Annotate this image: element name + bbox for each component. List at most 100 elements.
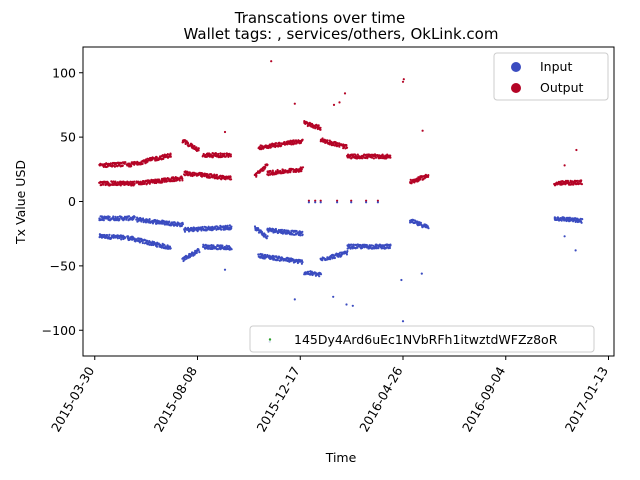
output-point: [328, 139, 331, 142]
output-point: [389, 156, 392, 159]
y-axis-label: Tx Value USD: [13, 160, 28, 245]
output-point: [293, 102, 296, 105]
output-point: [317, 124, 320, 127]
input-point: [333, 256, 336, 260]
output-point: [197, 149, 200, 152]
output-point: [271, 169, 274, 172]
input-point: [102, 219, 105, 222]
input-point: [360, 246, 364, 250]
output-point: [229, 153, 232, 156]
input-point: [384, 247, 387, 250]
output-point: [133, 182, 136, 185]
input-point: [388, 246, 391, 250]
output-point: [338, 145, 341, 148]
output-point: [361, 157, 364, 160]
input-point: [127, 215, 131, 218]
input-point: [181, 223, 184, 226]
input-point: [293, 298, 296, 301]
x-tick-label: 2016-09-04: [459, 364, 508, 434]
output-point: [314, 199, 317, 202]
input-point: [276, 258, 279, 262]
output-point: [269, 169, 272, 173]
output-point: [166, 180, 169, 183]
input-point: [132, 217, 135, 221]
input-point: [563, 216, 566, 219]
output-point: [319, 128, 322, 131]
input-point: [314, 201, 317, 204]
input-point: [319, 201, 322, 204]
input-point: [307, 201, 310, 204]
output-point: [142, 180, 145, 183]
output-point: [278, 141, 281, 144]
input-point: [197, 248, 200, 251]
output-point: [266, 163, 269, 166]
output-point: [300, 168, 303, 171]
output-point: [365, 199, 368, 202]
output-point: [167, 177, 170, 180]
input-point: [336, 201, 339, 204]
input-point: [133, 216, 136, 219]
output-point: [215, 152, 218, 155]
input-point: [264, 233, 267, 237]
input-point: [230, 248, 233, 251]
output-point: [421, 129, 424, 132]
output-point: [129, 180, 132, 183]
input-point: [169, 247, 172, 250]
input-point: [141, 241, 144, 245]
input-point: [345, 253, 348, 256]
x-axis-label: Time: [325, 450, 357, 465]
output-point: [345, 144, 348, 147]
input-point: [580, 221, 583, 224]
input-point: [228, 224, 231, 227]
input-point: [301, 233, 304, 236]
input-point: [108, 215, 111, 218]
input-point: [366, 245, 370, 248]
output-point: [121, 164, 124, 167]
y-tick-label: 100: [52, 65, 76, 80]
legend-input-marker: [511, 62, 521, 72]
input-point: [352, 244, 355, 247]
input-point: [148, 218, 151, 221]
input-point: [350, 243, 353, 246]
output-point: [193, 145, 196, 148]
output-point: [336, 199, 339, 202]
output-point: [181, 177, 184, 180]
legend-address-marker: [268, 338, 272, 341]
output-point: [223, 152, 226, 155]
output-point: [178, 179, 181, 182]
input-point: [331, 253, 334, 256]
legend-address-box: [249, 325, 595, 353]
legend-input-label: Input: [540, 59, 572, 74]
output-point: [356, 153, 359, 156]
output-point: [280, 144, 283, 147]
input-point: [400, 278, 403, 282]
input-point: [554, 216, 557, 219]
input-point: [116, 215, 119, 219]
output-point: [274, 145, 277, 149]
y-tick-label: −100: [42, 323, 76, 338]
input-point: [155, 245, 159, 248]
output-point: [229, 175, 232, 179]
input-point: [365, 201, 368, 204]
input-point: [169, 224, 172, 227]
x-tick-label: 2016-04-26: [356, 364, 405, 434]
input-point: [318, 275, 321, 278]
input-point: [108, 233, 111, 236]
output-point: [345, 146, 349, 149]
legend-output-marker: [511, 83, 521, 93]
output-point: [118, 163, 121, 166]
y-axis-ticks: −100 −50 0 50 100: [42, 65, 83, 338]
output-point: [338, 101, 341, 104]
data-points: [98, 60, 584, 343]
input-point: [560, 219, 563, 222]
input-point: [568, 216, 572, 219]
output-point: [326, 139, 329, 142]
output-point: [269, 146, 272, 149]
input-point: [221, 244, 224, 247]
input-point: [419, 221, 422, 224]
output-point: [350, 157, 353, 160]
output-point: [307, 199, 310, 202]
output-point: [300, 170, 303, 173]
output-point: [169, 155, 172, 158]
